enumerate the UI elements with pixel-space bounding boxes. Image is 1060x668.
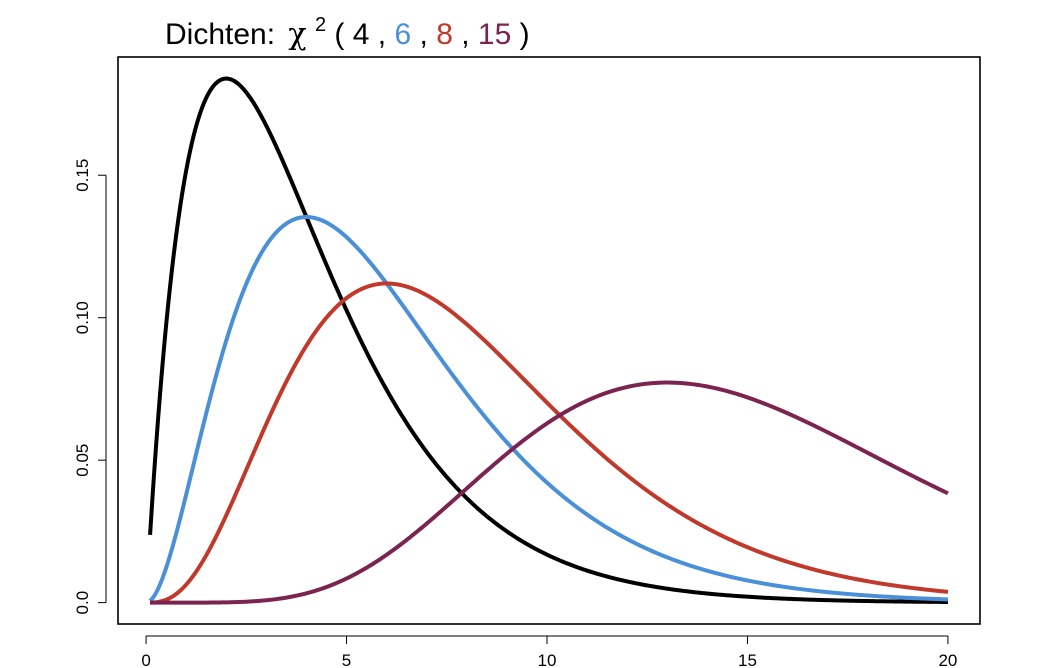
title-comma: , — [378, 18, 386, 51]
y-axis: 0.0 0.05 0.10 0.15 — [73, 159, 107, 615]
series-line-df-6 — [148, 215, 948, 603]
title-df-8: 8 — [436, 18, 453, 51]
x-tick-label: 20 — [938, 651, 957, 668]
series-layer — [148, 76, 949, 605]
y-tick-label: 0.05 — [73, 444, 92, 477]
title-comma: , — [420, 18, 428, 51]
y-tick-label: 0.0 — [73, 591, 92, 615]
x-tick-label: 5 — [342, 651, 351, 668]
chart-title: Dichten: χ 2 ( 4 , 6 , 8 , 15 ) — [165, 5, 530, 52]
x-tick-label: 15 — [738, 651, 757, 668]
title-df-6: 6 — [394, 18, 411, 51]
x-axis: 0 5 10 15 20 — [141, 635, 957, 668]
title-chi-symbol: χ — [288, 17, 306, 52]
title-prefix: Dichten: — [165, 18, 275, 51]
series-line-df-8 — [150, 281, 949, 605]
y-tick-label: 0.15 — [73, 159, 92, 192]
y-tick-label: 0.10 — [73, 301, 92, 334]
x-tick-label: 10 — [538, 651, 557, 668]
x-tick-label: 0 — [141, 651, 150, 668]
title-comma: , — [461, 18, 469, 51]
title-open-paren: ( — [334, 18, 344, 51]
title-superscript: 2 — [315, 14, 326, 36]
title-df-4: 4 — [353, 18, 370, 51]
title-close-paren: ) — [520, 18, 530, 51]
series-line-df-4 — [148, 76, 948, 604]
series-line-df-15 — [150, 380, 949, 605]
title-df-15: 15 — [478, 18, 511, 51]
plot-frame — [117, 56, 981, 625]
